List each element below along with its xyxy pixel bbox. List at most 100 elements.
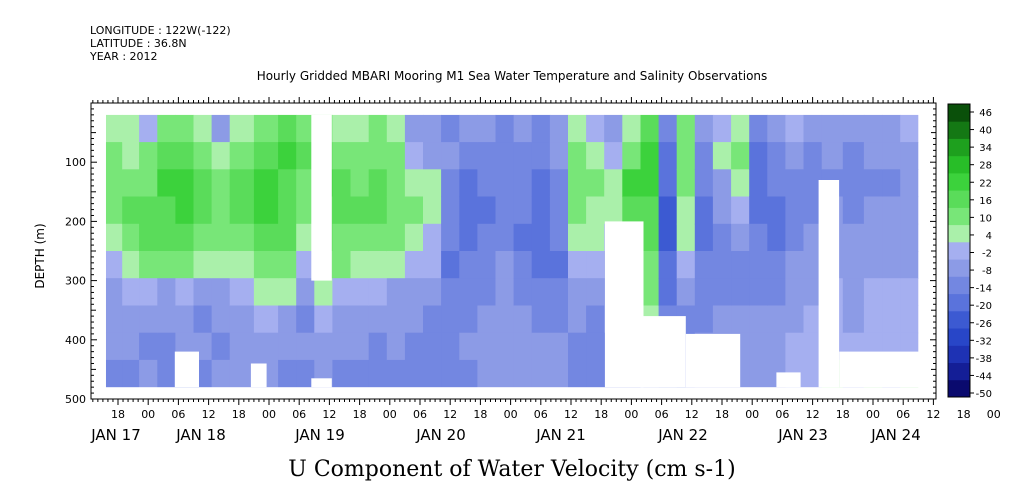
heatmap-cell bbox=[386, 223, 406, 252]
heatmap-cell bbox=[495, 278, 515, 306]
heatmap-cell bbox=[423, 223, 442, 252]
heatmap-cell bbox=[863, 196, 883, 225]
heatmap-cell bbox=[712, 251, 732, 279]
heatmap-cell bbox=[193, 305, 213, 334]
x-hour-tick-label: 12 bbox=[202, 408, 216, 421]
heatmap-cell bbox=[731, 223, 750, 252]
heatmap-cell bbox=[157, 196, 176, 225]
heatmap-cell bbox=[803, 251, 823, 279]
heatmap-cell bbox=[568, 142, 587, 170]
heatmap-cell bbox=[459, 278, 478, 306]
heatmap-cell bbox=[423, 196, 442, 225]
heatmap-cell bbox=[658, 278, 678, 306]
heatmap-cell bbox=[513, 223, 533, 252]
colorbar-tick-label: -38 bbox=[976, 354, 992, 365]
colorbar-tick-label: 40 bbox=[979, 126, 992, 137]
missing-data-region bbox=[685, 333, 741, 388]
heatmap-cell bbox=[712, 142, 732, 170]
heatmap-cell bbox=[749, 114, 768, 143]
heatmap-cell bbox=[423, 142, 442, 170]
x-hour-tick-label: 00 bbox=[866, 408, 880, 421]
heatmap-cell bbox=[211, 278, 231, 306]
x-hour-tick-label: 18 bbox=[715, 408, 729, 421]
heatmap-cell bbox=[350, 332, 370, 361]
heatmap-cell bbox=[842, 142, 865, 170]
heatmap-cell bbox=[229, 305, 255, 334]
heatmap-cell bbox=[531, 332, 551, 361]
missing-data-region bbox=[818, 180, 840, 388]
heatmap-cell bbox=[105, 223, 123, 252]
heatmap-cell bbox=[477, 278, 497, 306]
heatmap-cell bbox=[785, 332, 805, 361]
heatmap-cell bbox=[477, 196, 497, 225]
heatmap-cell bbox=[229, 278, 255, 306]
heatmap-cell bbox=[568, 278, 587, 306]
heatmap-cell bbox=[900, 169, 919, 198]
heatmap-cell bbox=[253, 169, 279, 198]
heatmap-cell bbox=[842, 169, 865, 198]
heatmap-cell bbox=[803, 359, 823, 388]
heatmap-cell bbox=[193, 223, 213, 252]
x-hour-tick-label: 12 bbox=[564, 408, 578, 421]
heatmap-cell bbox=[404, 305, 424, 334]
heatmap-cell bbox=[640, 142, 660, 170]
heatmap-cell bbox=[157, 305, 176, 334]
x-day-label: JAN 17 bbox=[90, 426, 141, 444]
heatmap-cell bbox=[803, 278, 823, 306]
x-hour-tick-label: 06 bbox=[534, 408, 548, 421]
heatmap-cell bbox=[441, 305, 460, 334]
colorbar-tick-label: -14 bbox=[976, 284, 992, 295]
heatmap-cell bbox=[314, 278, 333, 306]
heatmap-cell bbox=[175, 114, 195, 143]
heatmap-cell bbox=[863, 142, 883, 170]
x-day-label: JAN 19 bbox=[294, 426, 345, 444]
colorbar-swatch bbox=[948, 310, 970, 329]
heatmap-cell bbox=[211, 359, 231, 388]
heatmap-cell bbox=[712, 278, 732, 306]
heatmap-cell bbox=[658, 251, 678, 279]
heatmap-cell bbox=[296, 251, 315, 279]
heatmap-cell bbox=[350, 169, 370, 198]
colorbar-tick-label: 28 bbox=[979, 161, 992, 172]
heatmap-cell bbox=[785, 196, 805, 225]
heatmap-cell bbox=[694, 223, 714, 252]
heatmap-cell bbox=[731, 196, 750, 225]
colorbar-swatch bbox=[948, 241, 970, 260]
x-hour-tick-label: 18 bbox=[957, 408, 971, 421]
heatmap-cell bbox=[386, 114, 406, 143]
heatmap-cell bbox=[676, 251, 696, 279]
heatmap-cell bbox=[842, 223, 865, 252]
colorbar-swatch bbox=[948, 328, 970, 346]
heatmap-cell bbox=[122, 305, 140, 334]
heatmap-cell bbox=[296, 142, 315, 170]
missing-data-region bbox=[839, 351, 924, 388]
heatmap-cell bbox=[586, 169, 605, 198]
heatmap-cell bbox=[882, 169, 901, 198]
heatmap-cell bbox=[157, 223, 176, 252]
colorbar-tick-label: -32 bbox=[976, 336, 992, 347]
heatmap-cell bbox=[278, 196, 297, 225]
heatmap-cell bbox=[731, 251, 750, 279]
heatmap-cell bbox=[296, 359, 315, 388]
heatmap-cell bbox=[314, 305, 333, 334]
colorbar-swatch bbox=[948, 362, 970, 381]
heatmap-cell bbox=[423, 359, 442, 388]
heatmap-cell bbox=[549, 169, 569, 198]
heatmap-cell bbox=[622, 114, 641, 143]
heatmap-cell bbox=[658, 196, 678, 225]
colorbar-swatch bbox=[948, 259, 970, 277]
heatmap-cell bbox=[105, 251, 123, 279]
heatmap-cell bbox=[712, 223, 732, 252]
heatmap-cell bbox=[211, 223, 231, 252]
heatmap-cell bbox=[193, 196, 213, 225]
x-hour-tick-label: 18 bbox=[111, 408, 125, 421]
heatmap-cell bbox=[622, 142, 641, 170]
heatmap-cell bbox=[568, 332, 587, 361]
colorbar-tick-label: -20 bbox=[976, 301, 992, 312]
heatmap-cell bbox=[604, 142, 623, 170]
heatmap-cell bbox=[139, 196, 158, 225]
heatmap-cell bbox=[568, 305, 587, 334]
colorbar-tick-label: -8 bbox=[982, 266, 992, 277]
heatmap-cell bbox=[676, 196, 696, 225]
heatmap-cell bbox=[229, 196, 255, 225]
